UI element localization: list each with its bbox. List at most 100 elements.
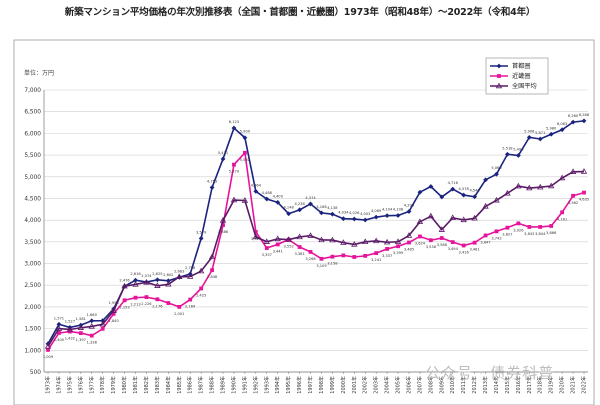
data-label: 3,416 bbox=[459, 250, 470, 254]
data-label: 2,176 bbox=[152, 304, 163, 308]
data-point bbox=[188, 297, 193, 302]
data-point bbox=[340, 216, 346, 222]
data-label: 3,109 bbox=[316, 264, 327, 268]
data-label: 5,490 bbox=[513, 148, 524, 152]
data-label: 3,337 bbox=[382, 254, 392, 258]
data-point bbox=[417, 189, 423, 195]
x-tick-label: 1995年 bbox=[285, 376, 292, 394]
data-point bbox=[483, 233, 488, 238]
data-point bbox=[395, 213, 401, 218]
x-tick-label: 1976年 bbox=[77, 376, 84, 394]
data-point bbox=[99, 320, 106, 327]
data-point bbox=[274, 235, 281, 242]
data-label: 4,003 bbox=[360, 212, 370, 216]
x-tick-label: 1989年 bbox=[220, 376, 227, 394]
legend-marker bbox=[496, 63, 502, 69]
data-label: 3,158 bbox=[327, 262, 338, 266]
y-tick-label: 2,500 bbox=[24, 283, 41, 289]
data-point bbox=[166, 301, 171, 305]
data-point bbox=[89, 333, 94, 338]
data-point bbox=[264, 246, 269, 250]
data-label: 1,581 bbox=[76, 317, 86, 321]
data-label: 4,026 bbox=[349, 211, 360, 215]
data-label: 5,552 bbox=[240, 158, 250, 162]
watermark: 公众号 · 债券科普 bbox=[425, 364, 555, 382]
series-group bbox=[44, 118, 588, 352]
data-point bbox=[373, 214, 379, 220]
y-tick-label: 5,500 bbox=[24, 153, 41, 159]
data-point bbox=[362, 217, 368, 223]
legend-item: 首都圏 bbox=[490, 62, 531, 70]
data-point bbox=[439, 194, 445, 200]
x-tick-label: 1984年 bbox=[165, 376, 172, 394]
data-point bbox=[515, 182, 522, 189]
legend-label: 全国平均 bbox=[512, 82, 537, 90]
data-label: 4,138 bbox=[327, 206, 338, 210]
plot-frame bbox=[13, 39, 595, 405]
data-point bbox=[208, 253, 216, 260]
data-point bbox=[372, 237, 380, 244]
series-3 bbox=[44, 168, 588, 349]
data-point bbox=[582, 190, 586, 195]
data-point bbox=[526, 134, 532, 140]
x-tick-label: 1992年 bbox=[252, 376, 259, 394]
data-point bbox=[341, 253, 346, 258]
data-label: 4,200 bbox=[404, 203, 415, 207]
data-label: 4,753 bbox=[207, 179, 217, 183]
x-tick-label: 2019年 bbox=[548, 376, 555, 394]
legend-label: 首都圏 bbox=[512, 62, 531, 70]
data-point bbox=[396, 244, 400, 249]
data-label: 6,083 bbox=[557, 122, 567, 126]
data-label: 4,540 bbox=[469, 189, 480, 193]
data-label: 1,571 bbox=[54, 316, 64, 320]
series-line bbox=[47, 170, 585, 347]
data-label: 4,716 bbox=[448, 181, 459, 185]
data-point bbox=[144, 295, 149, 300]
data-point bbox=[307, 232, 314, 238]
data-point bbox=[329, 236, 336, 243]
data-point bbox=[493, 196, 500, 203]
data-point bbox=[406, 209, 412, 214]
data-point bbox=[438, 226, 445, 232]
data-point bbox=[165, 280, 172, 287]
data-label: 2,848 bbox=[207, 275, 218, 279]
data-point bbox=[319, 210, 324, 216]
data-point bbox=[548, 131, 554, 137]
data-point bbox=[231, 125, 237, 131]
x-tick-label: 2000年 bbox=[340, 376, 347, 394]
data-point bbox=[122, 298, 127, 303]
data-point bbox=[449, 214, 456, 221]
data-label: 3,494 bbox=[448, 247, 459, 251]
data-point bbox=[57, 331, 61, 335]
data-point bbox=[198, 236, 204, 241]
y-tick-label: 2,000 bbox=[24, 305, 41, 311]
y-tick-label: 3,500 bbox=[24, 240, 41, 246]
x-tick-label: 2021年 bbox=[570, 376, 577, 394]
data-point bbox=[209, 185, 215, 190]
legend-marker bbox=[497, 74, 501, 78]
x-tick-label: 1980年 bbox=[121, 376, 128, 394]
y-tick-label: 4,500 bbox=[24, 196, 41, 202]
data-point bbox=[570, 119, 576, 125]
x-tick-label: 1993年 bbox=[263, 376, 270, 394]
x-tick-label: 2002年 bbox=[362, 376, 369, 394]
data-point bbox=[55, 325, 63, 331]
y-tick-label: 3,000 bbox=[24, 262, 41, 268]
data-label: 5,518 bbox=[502, 146, 513, 150]
legend-item: 近畿圏 bbox=[490, 72, 531, 80]
data-point bbox=[537, 183, 544, 190]
data-point bbox=[297, 207, 302, 213]
data-point bbox=[537, 136, 543, 142]
y-tick-label: 5,000 bbox=[24, 175, 41, 181]
data-point bbox=[384, 213, 390, 219]
data-point bbox=[471, 214, 478, 221]
data-label: 2,169 bbox=[185, 305, 196, 309]
data-label: 1,009 bbox=[43, 355, 54, 359]
data-label: 3,538 bbox=[426, 245, 437, 249]
y-tick-label: 7,000 bbox=[24, 88, 41, 94]
data-point bbox=[253, 188, 259, 194]
data-point bbox=[230, 196, 238, 203]
data-label: 4,069 bbox=[371, 209, 382, 213]
